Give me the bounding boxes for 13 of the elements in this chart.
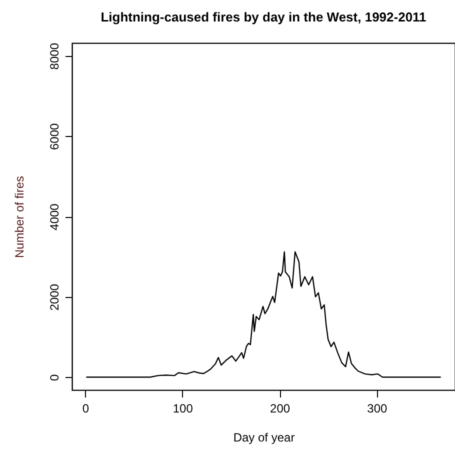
line-series bbox=[86, 251, 442, 378]
y-tick-label: 4000 bbox=[48, 203, 62, 230]
x-tick-label: 200 bbox=[270, 402, 290, 416]
x-axis-title: Day of year bbox=[233, 430, 295, 444]
x-tick-label: 100 bbox=[172, 402, 194, 416]
chart-title: Lightning-caused fires by day in the West, 1992-2011 bbox=[100, 10, 426, 25]
y-tick-label: 8000 bbox=[48, 42, 62, 70]
x-tick-label: 0 bbox=[82, 402, 90, 416]
y-axis-title: Number of fires bbox=[12, 176, 26, 258]
y-tick-label: 6000 bbox=[48, 123, 62, 150]
x-tick-label: 300 bbox=[367, 402, 388, 416]
y-tick-label: 2000 bbox=[48, 284, 62, 311]
y-tick-label: 0 bbox=[48, 374, 62, 381]
